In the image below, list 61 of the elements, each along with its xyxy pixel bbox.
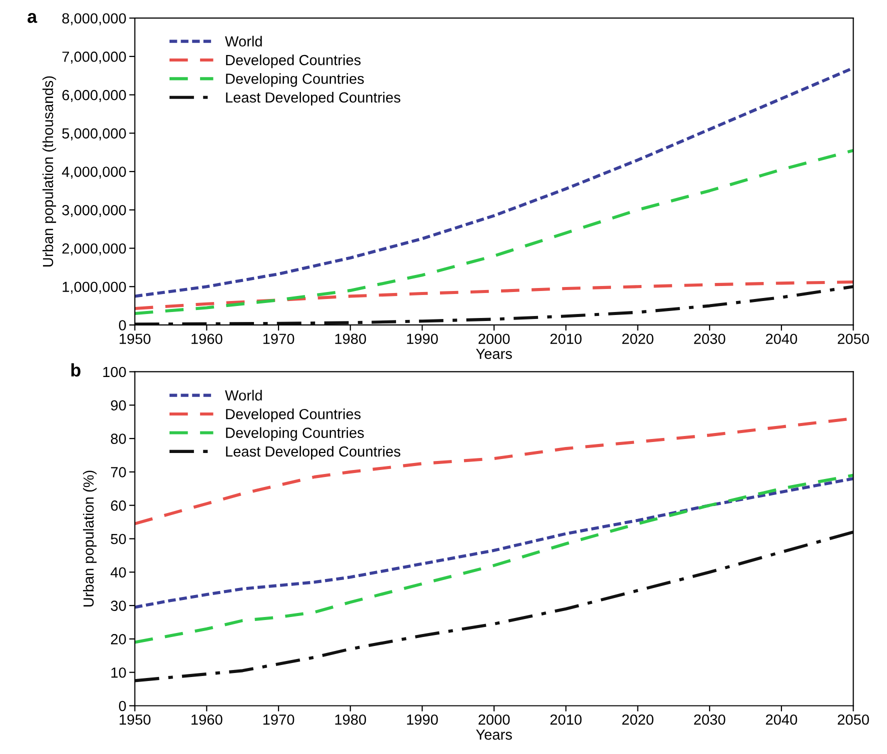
line-series — [134, 530, 854, 682]
x-tick-label: 1990 — [407, 334, 438, 344]
x-tick-label: 1950 — [120, 714, 150, 725]
x-tick-label: 1960 — [192, 334, 222, 344]
line-series — [134, 474, 854, 644]
line-series — [134, 280, 854, 310]
x-tick-label: 2020 — [622, 334, 654, 344]
x-tick-label: 2030 — [694, 334, 726, 344]
x-tick-label: 1970 — [263, 714, 294, 725]
y-tick-label: 8,000,000 — [62, 13, 126, 26]
x-tick-label: 2020 — [622, 714, 654, 725]
line-series — [134, 477, 854, 609]
y-tick-label: 2,000,000 — [62, 243, 126, 256]
x-tick-label: 2040 — [766, 714, 798, 725]
x-tick-label: 1980 — [335, 334, 366, 344]
x-tick-label: 2050 — [838, 334, 869, 344]
y-tick-label: 0 — [118, 700, 126, 712]
x-axis-title: Years — [476, 348, 512, 360]
y-tick-label: 50 — [110, 534, 126, 544]
legend-label: Developing Countries — [226, 73, 364, 87]
y-tick-label: 0 — [118, 320, 126, 330]
legend-label: Least Developed Countries — [226, 446, 400, 460]
x-tick-label: 2010 — [550, 334, 582, 344]
y-axis-title: Urban population (thousands) — [42, 76, 56, 266]
x-tick-label: 1970 — [263, 334, 294, 344]
y-axis-title: Urban population (%) — [83, 470, 97, 607]
y-tick-label: 100 — [103, 366, 126, 378]
legend-label: Least Developed Countries — [226, 92, 400, 106]
x-tick-label: 2050 — [838, 714, 869, 725]
x-tick-label: 1990 — [407, 714, 438, 725]
y-tick-label: 60 — [111, 500, 126, 511]
legend-label: Developed Countries — [226, 408, 361, 422]
y-tick-label: 7,000,000 — [62, 52, 126, 64]
x-tick-label: 1980 — [335, 714, 366, 725]
legend-label: Developed Countries — [226, 54, 361, 68]
y-tick-label: 90 — [110, 400, 126, 411]
y-tick-label: 3,000,000 — [62, 204, 126, 218]
y-tick-label: 30 — [110, 600, 126, 611]
x-tick-label: 2040 — [766, 334, 798, 344]
y-tick-label: 10 — [111, 667, 126, 678]
x-tick-label: 2010 — [550, 714, 582, 725]
y-tick-label: 1,000,000 — [62, 282, 126, 294]
chart-title: b — [71, 363, 80, 377]
line-series — [134, 148, 854, 315]
y-tick-label: 70 — [111, 467, 126, 478]
chart-title: a — [28, 13, 38, 23]
x-tick-label: 1950 — [120, 334, 150, 344]
y-tick-label: 20 — [111, 634, 126, 644]
x-tick-label: 2000 — [478, 334, 510, 344]
y-tick-label: 4,000,000 — [62, 166, 126, 179]
legend-label: Developing Countries — [226, 427, 364, 441]
x-tick-label: 2000 — [478, 714, 510, 725]
x-tick-label: 1960 — [192, 714, 222, 725]
legend-label: World — [224, 390, 262, 401]
legend-label: World — [224, 36, 262, 47]
y-tick-label: 80 — [110, 434, 126, 444]
y-tick-label: 40 — [110, 567, 126, 578]
y-tick-label: 5,000,000 — [62, 128, 126, 140]
x-tick-label: 2030 — [694, 714, 726, 725]
x-axis-title: Years — [476, 730, 512, 740]
y-tick-label: 6,000,000 — [62, 90, 126, 102]
